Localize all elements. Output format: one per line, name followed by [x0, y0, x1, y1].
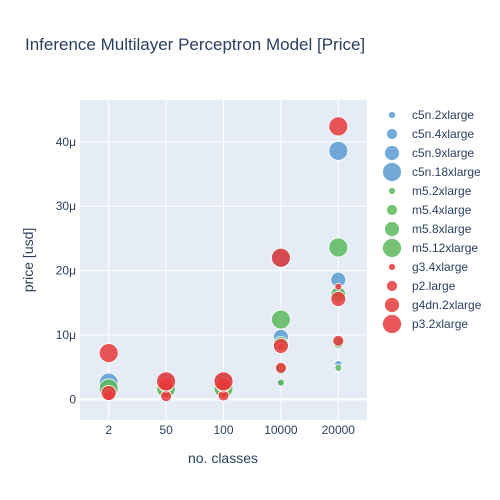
point-p2-large: [274, 361, 287, 374]
legend-label: c5n.18xlarge: [412, 165, 481, 179]
point-p3-2xlarge: [270, 247, 291, 268]
x-tick-label: 100: [213, 423, 233, 437]
legend-item-m5-8xlarge[interactable]: m5.8xlarge: [384, 221, 472, 237]
legend-label: c5n.4xlarge: [412, 127, 474, 141]
x-tick-label: 2: [105, 423, 112, 437]
y-tick-label: 10μ: [56, 328, 76, 342]
legend-label: c5n.2xlarge: [412, 108, 474, 122]
legend-item-m5-2xlarge[interactable]: m5.2xlarge: [388, 184, 472, 198]
legend-item-c5n-18xlarge[interactable]: c5n.18xlarge: [382, 162, 482, 182]
legend-item-g3-4xlarge[interactable]: g3.4xlarge: [388, 260, 469, 274]
legend-item-c5n-4xlarge[interactable]: c5n.4xlarge: [386, 127, 475, 141]
legend-marker: [382, 162, 402, 182]
legend-marker: [388, 263, 396, 271]
x-axis-ticks: 2 50 100 10000 20000: [105, 423, 355, 437]
legend-marker: [386, 128, 398, 140]
legend-marker: [384, 221, 400, 237]
legend-item-c5n-2xlarge[interactable]: c5n.2xlarge: [388, 108, 475, 122]
point-g3-4xlarge: [334, 282, 343, 291]
legend-item-m5-4xlarge[interactable]: m5.4xlarge: [386, 203, 472, 217]
point-p3-2xlarge: [328, 116, 349, 137]
legend-marker: [386, 204, 398, 216]
point-g4dn-2xlarge: [272, 338, 289, 354]
legend-item-m5-12xlarge[interactable]: m5.12xlarge: [382, 238, 479, 258]
y-tick-label: 0: [69, 392, 76, 406]
legend-label: p3.2xlarge: [412, 317, 468, 331]
legend-label: m5.12xlarge: [412, 241, 478, 255]
point-m5-2xlarge: [334, 363, 343, 372]
point-c5n-18xlarge: [328, 140, 349, 161]
y-tick-label: 30μ: [56, 199, 76, 213]
legend-marker: [386, 280, 398, 292]
legend-item-p3-2xlarge[interactable]: p3.2xlarge: [382, 314, 469, 334]
y-axis-ticks: 0 10μ 20μ 30μ 40μ: [56, 135, 77, 407]
legend-marker: [388, 187, 396, 195]
x-axis-title: no. classes: [188, 450, 258, 466]
x-tick-label: 10000: [264, 423, 298, 437]
point-m5-2xlarge: [276, 378, 285, 387]
legend-marker: [384, 145, 400, 161]
legend-label: m5.2xlarge: [412, 184, 472, 198]
point-p3-2xlarge: [213, 371, 234, 392]
legend-item-p2-large[interactable]: p2.large: [386, 279, 456, 293]
point-p2-large: [332, 334, 345, 347]
point-g4dn-2xlarge: [330, 291, 347, 307]
legend-label: c5n.9xlarge: [412, 146, 474, 160]
x-tick-label: 20000: [322, 423, 356, 437]
legend: c5n.2xlarge c5n.4xlarge c5n.9xlarge c5n.18x…: [382, 108, 482, 334]
point-g4dn-2xlarge: [100, 385, 117, 401]
legend-label: m5.8xlarge: [412, 222, 472, 236]
legend-label: m5.4xlarge: [412, 203, 472, 217]
legend-marker: [384, 297, 400, 313]
legend-item-c5n-9xlarge[interactable]: c5n.9xlarge: [384, 145, 475, 161]
legend-label: g4dn.2xlarge: [412, 298, 482, 312]
data-points: [98, 116, 349, 403]
point-m5-12xlarge: [328, 237, 349, 258]
chart-title: Inference Multilayer Perceptron Model [P…: [25, 35, 365, 54]
point-p3-2xlarge: [98, 343, 119, 363]
legend-marker: [388, 111, 396, 119]
y-tick-label: 20μ: [56, 264, 76, 278]
legend-label: g3.4xlarge: [412, 260, 468, 274]
legend-marker: [382, 238, 402, 258]
legend-item-g4dn-2xlarge[interactable]: g4dn.2xlarge: [384, 297, 482, 313]
x-tick-label: 50: [159, 423, 173, 437]
legend-marker: [382, 314, 402, 334]
y-tick-label: 40μ: [56, 135, 76, 149]
point-p3-2xlarge: [156, 371, 177, 392]
point-m5-12xlarge: [270, 309, 291, 330]
legend-label: p2.large: [412, 279, 456, 293]
y-axis-title: price [usd]: [20, 228, 36, 293]
